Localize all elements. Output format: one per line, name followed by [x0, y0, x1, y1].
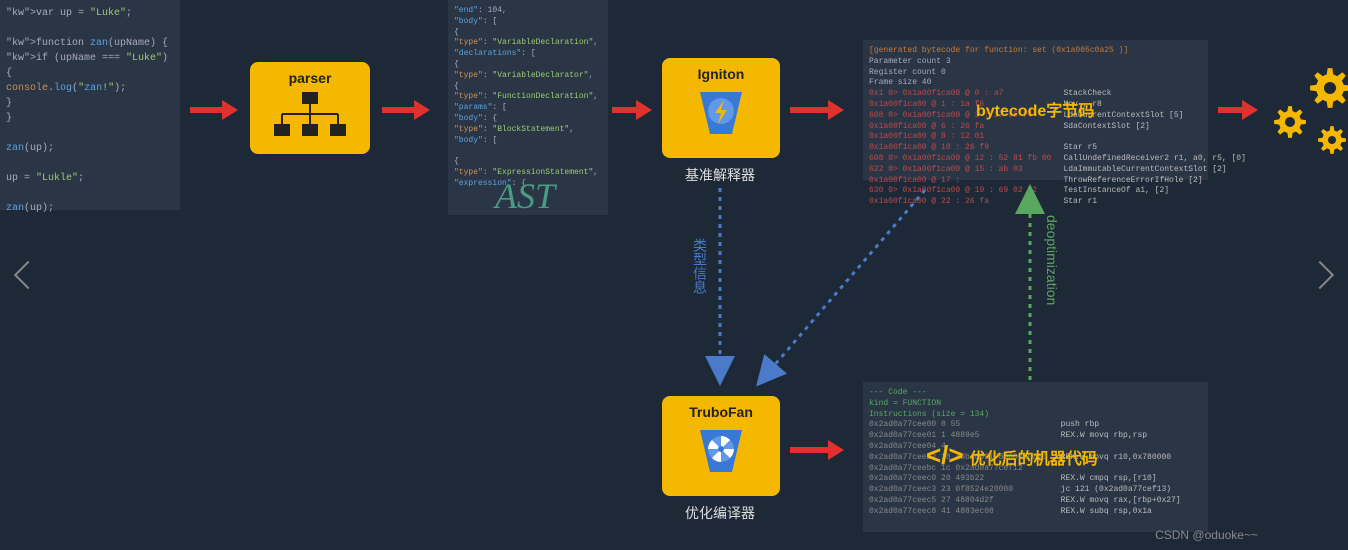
tree-icon [270, 90, 350, 140]
nav-prev-icon[interactable] [14, 261, 42, 289]
ignition-box: Igniton [662, 58, 780, 158]
turbofan-icon [694, 424, 748, 478]
ignition-icon [694, 86, 748, 140]
turbofan-title: TruboFan [662, 404, 780, 420]
ignition-subtitle: 基准解释器 [670, 165, 770, 185]
source-code-block: "kw">var up = "Luke";"kw">function zan(u… [0, 0, 180, 210]
deopt-label: deoptimization [1044, 215, 1060, 305]
parser-box: parser [250, 62, 370, 154]
nav-next-icon[interactable] [1306, 261, 1334, 289]
turbofan-box: TruboFan [662, 396, 780, 496]
ignition-title: Igniton [662, 66, 780, 82]
type-info-label: 类型信息 [690, 238, 710, 294]
code-icon: </> [926, 440, 964, 470]
turbofan-subtitle: 优化编译器 [670, 503, 770, 523]
gears-icon [1260, 60, 1348, 170]
parser-title: parser [250, 70, 370, 86]
machine-code-label: </>优化后的机器代码 [926, 440, 1098, 471]
watermark: CSDN @oduoke~~ [1155, 528, 1258, 542]
bytecode-label: bytecode字节码 [976, 97, 1094, 121]
ast-label: AST [495, 175, 555, 217]
